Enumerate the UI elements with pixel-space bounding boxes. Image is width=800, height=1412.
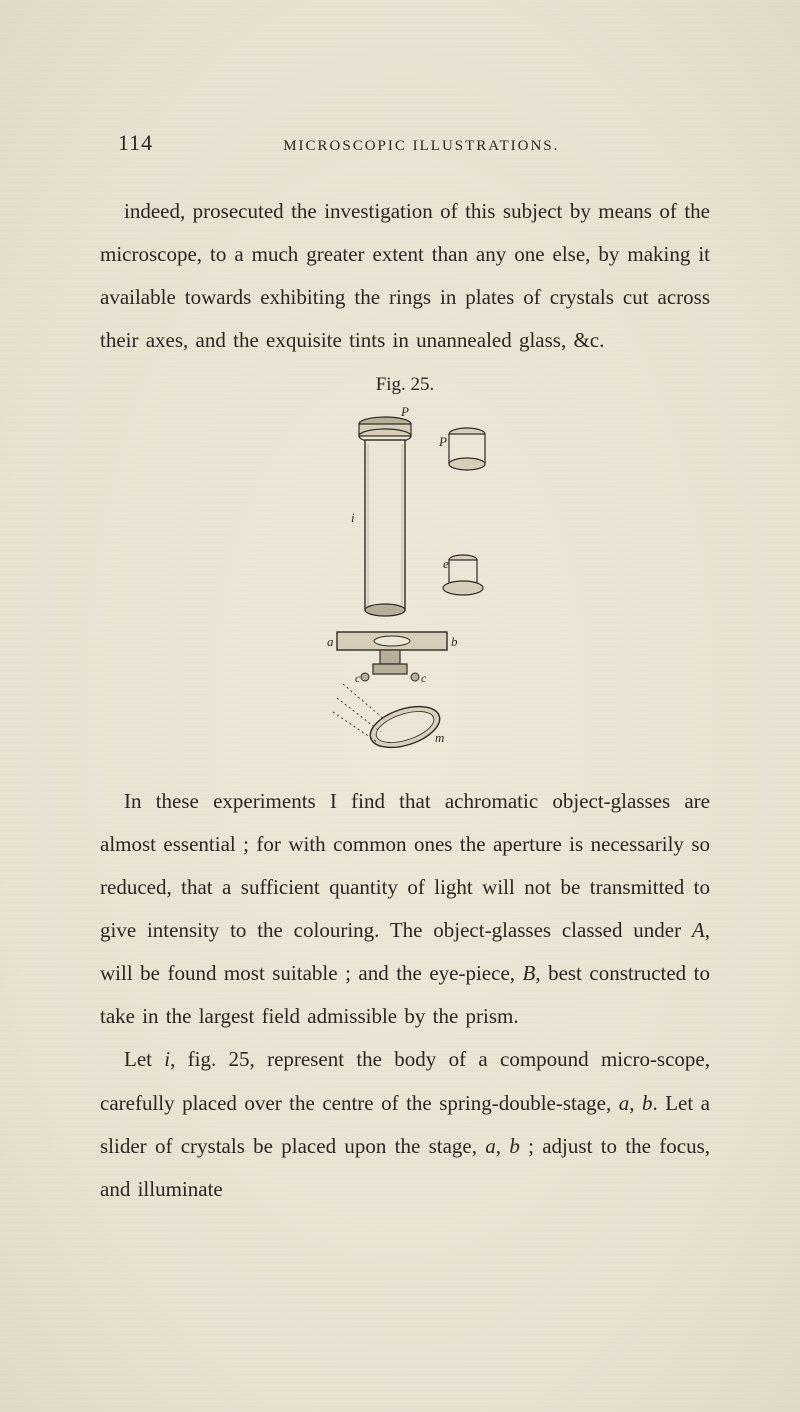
italic-a: a <box>619 1091 630 1115</box>
body-paragraph-2: In these experiments I find that achroma… <box>100 780 710 1038</box>
italic-A: A <box>692 918 705 942</box>
scanned-page: 114 MICROSCOPIC ILLUSTRATIONS. indeed, p… <box>0 0 800 1412</box>
figure-label-a: a <box>327 634 334 649</box>
figure-label-b: b <box>451 634 458 649</box>
italic-B: B <box>523 961 536 985</box>
figure-label-i: i <box>351 510 355 525</box>
running-title: MICROSCOPIC ILLUSTRATIONS. <box>283 138 559 155</box>
text-run: , <box>496 1134 510 1158</box>
figure-label-P-top: P <box>400 404 409 419</box>
figure-25-illustration: P P i e a b c c <box>285 402 525 762</box>
italic-b: b <box>642 1091 653 1115</box>
figure-label-c-left: c <box>355 671 361 685</box>
body-paragraph-3: Let i, fig. 25, represent the body of a … <box>100 1038 710 1210</box>
text-run: In these experiments I find that achroma… <box>100 789 710 942</box>
italic-b2: b <box>509 1134 520 1158</box>
text-run: , <box>629 1091 642 1115</box>
figure-label-p-side: P <box>438 434 447 449</box>
running-header: 114 MICROSCOPIC ILLUSTRATIONS. <box>100 130 710 156</box>
body-paragraph-1: indeed, prosecuted the investigation of … <box>100 190 710 362</box>
figure-label-m: m <box>435 730 444 745</box>
figure-label-e: e <box>443 556 449 571</box>
text-run: Let <box>124 1047 164 1071</box>
figure-label-c-right: c <box>421 671 427 685</box>
figure-label: Fig. 25. <box>100 374 710 396</box>
italic-a2: a <box>485 1134 496 1158</box>
page-number: 114 <box>118 130 153 156</box>
